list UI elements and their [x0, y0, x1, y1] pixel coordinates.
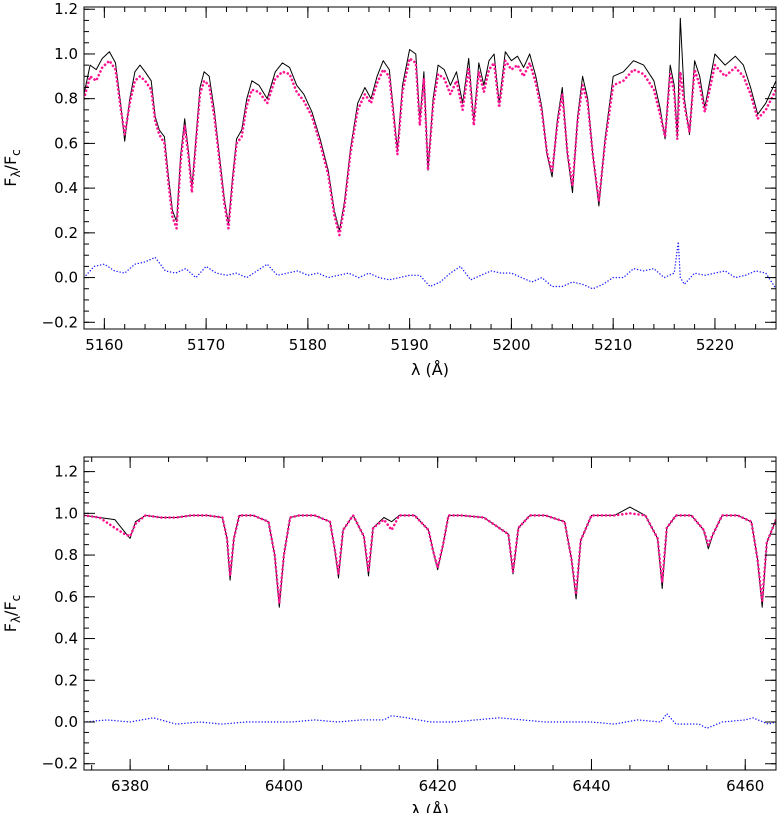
panel-bottom: 6380 6400 6420 6440 6460 −0.2 0.0 0.2 0.4 0.6 0.8 1… [1, 456, 777, 813]
plot-frame [83, 456, 777, 771]
series-group [84, 506, 776, 729]
y-tick-label: 0.4 [54, 630, 78, 648]
series-group [84, 17, 776, 290]
x-tick-label: 6460 [726, 777, 764, 795]
plot-frame [83, 6, 777, 330]
y-tick-label: 0.6 [54, 134, 78, 152]
y-tick-label: 0.0 [54, 713, 78, 731]
x-tick-label: 5210 [594, 336, 632, 354]
y-tick-label: 1.0 [54, 504, 78, 522]
y-tick-label: 1.0 [54, 45, 78, 63]
y-tick-label: 0.0 [54, 269, 78, 287]
x-tick-label: 6400 [265, 777, 303, 795]
x-tick-label: 5190 [391, 336, 429, 354]
y-tick-label: −0.2 [42, 313, 78, 331]
y-tick-label: 0.6 [54, 588, 78, 606]
y-tick-label: 1.2 [54, 0, 78, 18]
series-model-line [84, 57, 776, 237]
x-tick-label: 5160 [85, 336, 123, 354]
x-axis-title: λ (Å) [411, 801, 449, 813]
series-residual-line [84, 241, 776, 290]
series-observed-line [84, 17, 776, 232]
x-tick-label: 5180 [289, 336, 327, 354]
y-tick-label: 0.2 [54, 224, 78, 242]
x-tick-label: 5170 [187, 336, 225, 354]
x-axis-title: λ (Å) [411, 360, 449, 379]
y-tick-label: 0.8 [54, 90, 78, 108]
series-residual-line [84, 713, 776, 729]
y-axis-title: Fλ/Fc [1, 595, 23, 633]
y-tick-label: 0.2 [54, 671, 78, 689]
y-tick-label: 1.2 [54, 463, 78, 481]
x-tick-label: 6420 [419, 777, 457, 795]
x-tick-label: 6440 [572, 777, 610, 795]
series-model-line [84, 511, 776, 605]
y-tick-label: 0.8 [54, 546, 78, 564]
y-tick-label: 0.4 [54, 179, 78, 197]
x-tick-label: 5200 [492, 336, 530, 354]
panel-top: 5160 5170 5180 5190 5200 5210 5220 −0.2 0.0 0.2 0.… [1, 0, 777, 379]
y-tick-label: −0.2 [42, 755, 78, 773]
x-tick-label: 6380 [111, 777, 149, 795]
y-axis-title: Fλ/Fc [1, 149, 23, 187]
x-tick-label: 5220 [696, 336, 734, 354]
